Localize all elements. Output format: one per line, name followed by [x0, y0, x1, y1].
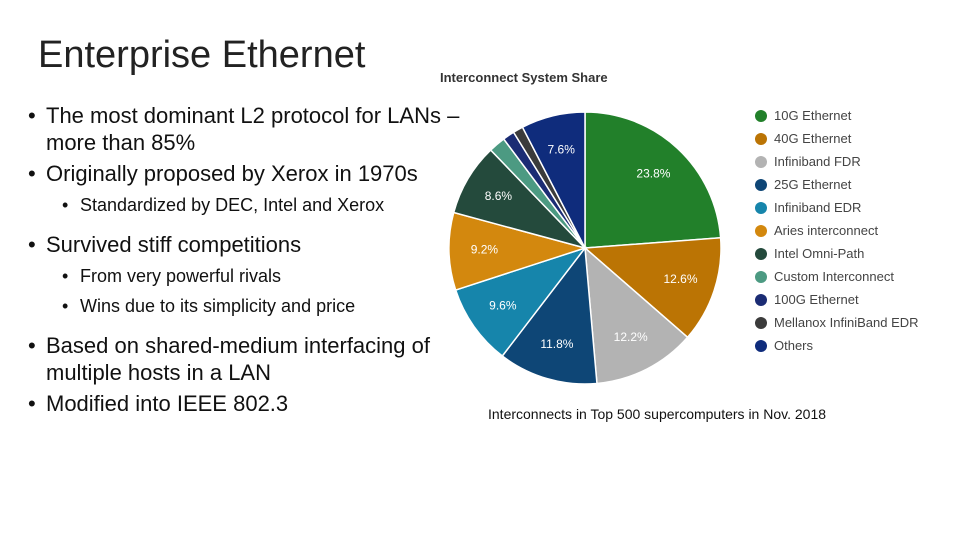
pie-slice: [454, 246, 588, 358]
legend-label: Aries interconnect: [774, 223, 879, 238]
legend-swatch: [755, 340, 767, 352]
legend-item: Intel Omni-Path: [755, 246, 920, 269]
slice-label: 11.8%: [540, 337, 573, 351]
legend-label: 25G Ethernet: [774, 177, 852, 192]
caption: Interconnects in Top 500 supercomputers …: [488, 406, 827, 422]
legend-swatch: [755, 294, 767, 306]
legend-label: 10G Ethernet: [774, 108, 852, 123]
legend-item: Aries interconnect: [755, 223, 920, 246]
legend-swatch: [755, 202, 767, 214]
legend-label: Intel Omni-Path: [774, 246, 865, 261]
slice-label: 9.2%: [471, 243, 499, 257]
legend-label: Mellanox InfiniBand EDR: [774, 315, 919, 330]
pie-slice: [521, 111, 586, 249]
bullet: Originally proposed by Xerox in 1970s: [28, 160, 468, 187]
sub-bullet: From very powerful rivals: [28, 264, 468, 288]
pie-slice: [583, 236, 722, 339]
legend-swatch: [755, 225, 767, 237]
bullet: Modified into IEEE 802.3: [28, 390, 468, 417]
legend-item: Custom Interconnect: [755, 269, 920, 292]
bullet: Based on shared-medium interfacing of mu…: [28, 332, 468, 386]
pie-slice: [501, 246, 598, 385]
slice-label: 23.8%: [636, 166, 670, 180]
legend-label: Infiniband EDR: [774, 200, 862, 215]
sub-bullet: Standardized by DEC, Intel and Xerox: [28, 193, 468, 217]
bullet: Survived stiff competitions: [28, 231, 468, 258]
legend-swatch: [755, 156, 767, 168]
chart-title: Interconnect System Share: [440, 70, 608, 85]
legend-label: Custom Interconnect: [774, 269, 894, 284]
pie-slice: [584, 246, 689, 385]
slice-label: 8.6%: [485, 189, 513, 203]
legend-label: Infiniband FDR: [774, 154, 861, 169]
legend: 10G Ethernet 40G Ethernet Infiniband FDR 25…: [755, 108, 920, 361]
legend-swatch: [755, 179, 767, 191]
slide-title: Enterprise Ethernet: [38, 34, 366, 76]
legend-item: 25G Ethernet: [755, 177, 920, 200]
slice-label: 7.6%: [548, 142, 576, 156]
pie-slice: [584, 111, 722, 249]
bullets: The most dominant L2 protocol for LANs –…: [28, 98, 468, 417]
legend-label: Others: [774, 338, 814, 353]
legend-swatch: [755, 133, 767, 145]
legend-item: Mellanox InfiniBand EDR: [755, 315, 920, 338]
legend-item: Infiniband EDR: [755, 200, 920, 223]
legend-swatch: [755, 248, 767, 260]
legend-item: Others: [755, 338, 920, 361]
legend-item: 10G Ethernet: [755, 108, 920, 131]
legend-label: 40G Ethernet: [774, 131, 852, 146]
slice-label: 9.6%: [489, 298, 517, 312]
legend-item: 100G Ethernet: [755, 292, 920, 315]
legend-swatch: [755, 317, 767, 329]
bullet: The most dominant L2 protocol for LANs –…: [28, 102, 468, 156]
sub-bullet: Wins due to its simplicity and price: [28, 294, 468, 318]
legend-label: 100G Ethernet: [774, 292, 859, 307]
legend-item: 40G Ethernet: [755, 131, 920, 154]
legend-swatch: [755, 271, 767, 283]
slice-label: 12.6%: [664, 272, 698, 286]
slice-label: 12.2%: [614, 330, 648, 344]
legend-item: Infiniband FDR: [755, 154, 920, 177]
legend-swatch: [755, 110, 767, 122]
